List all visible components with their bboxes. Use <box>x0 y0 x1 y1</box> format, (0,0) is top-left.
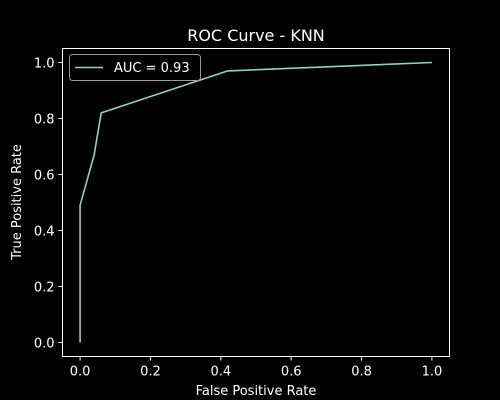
y-axis-label: True Positive Rate <box>10 144 25 261</box>
x-tick-label: 0.2 <box>140 365 161 380</box>
plot-frame <box>62 48 450 357</box>
roc-series-line <box>79 61 432 343</box>
legend: AUC = 0.93 <box>69 54 201 81</box>
legend-entry-label: AUC = 0.93 <box>114 61 190 76</box>
y-tick-label: 0.8 <box>34 113 55 128</box>
x-tick-label: 0.6 <box>281 365 302 380</box>
ticks-layer: 0.0 0.2 0.4 0.6 0.8 1.0 0.0 0.2 0.4 0.6 0.8 1.0 <box>34 57 442 380</box>
x-tick-label: 0.8 <box>351 365 372 380</box>
y-tick-label: 0.4 <box>34 225 55 240</box>
y-tick-label: 0.2 <box>34 281 55 296</box>
x-axis-label: False Positive Rate <box>196 384 317 399</box>
x-tick-label: 0.4 <box>210 365 231 380</box>
y-tick-label: 0.0 <box>34 337 55 352</box>
y-tick-label: 0.6 <box>34 169 55 184</box>
x-tick-label: 0.0 <box>70 365 91 380</box>
x-tick-label: 1.0 <box>422 365 443 380</box>
y-tick-label: 1.0 <box>34 57 55 72</box>
chart-title: ROC Curve - KNN <box>187 26 325 45</box>
series-layer <box>79 61 432 343</box>
legend-box <box>69 54 201 81</box>
